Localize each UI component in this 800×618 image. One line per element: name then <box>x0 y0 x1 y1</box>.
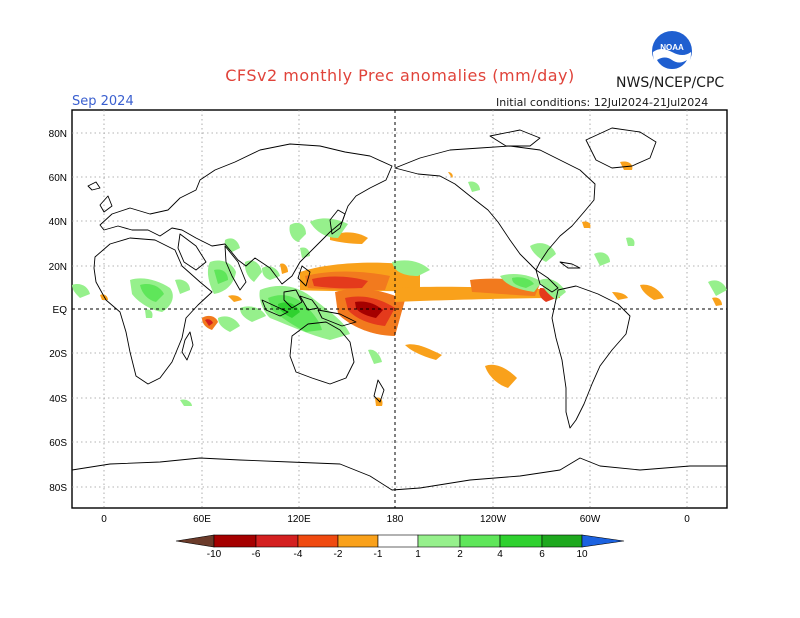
initial-conditions: Initial conditions: 12Jul2024-21Jul2024 <box>496 96 709 109</box>
lat-label: 80N <box>49 129 67 140</box>
colorbar-swatch <box>541 534 583 548</box>
colorbar-tick-label: 10 <box>576 549 588 560</box>
wet-anomaly-shading <box>72 181 727 406</box>
colorbar-swatch <box>459 534 501 548</box>
colorbar-tick-label: -4 <box>294 549 303 560</box>
colorbar-swatch <box>377 534 419 548</box>
lon-label: 0 <box>684 514 690 525</box>
colorbar-dry-arrow <box>175 534 215 548</box>
colorbar-swatch <box>337 534 379 548</box>
colorbar <box>175 534 625 548</box>
lat-label: 60N <box>49 173 67 184</box>
dry-anomaly-shading <box>100 161 722 406</box>
colorbar-swatch <box>417 534 461 548</box>
lat-label: 40N <box>49 217 67 228</box>
colorbar-tick-label: 4 <box>497 549 503 560</box>
colorbar-swatch <box>297 534 339 548</box>
coastlines <box>72 127 727 491</box>
lat-label: EQ <box>53 305 68 316</box>
colorbar-wet-arrow <box>581 534 625 548</box>
lat-label: 80S <box>49 483 67 494</box>
forecast-month: Sep 2024 <box>72 94 134 109</box>
lat-label: 20S <box>49 349 67 360</box>
noaa-logo-text: NOAA <box>660 43 684 52</box>
lat-label: 20N <box>49 262 67 273</box>
colorbar-tick-label: -2 <box>334 549 343 560</box>
noaa-logo: NOAA <box>652 31 692 72</box>
colorbar-tick-label: -6 <box>252 549 261 560</box>
colorbar-tick-label: 2 <box>457 549 463 560</box>
lon-label: 120W <box>480 514 507 525</box>
colorbar-swatch <box>255 534 299 548</box>
colorbar-tick-label: -1 <box>374 549 383 560</box>
lon-label: 180 <box>387 514 404 525</box>
colorbar-tick-label: 6 <box>539 549 545 560</box>
lat-label: 40S <box>49 394 67 405</box>
colorbar-tick-label: -10 <box>207 549 222 560</box>
chart-title: CFSv2 monthly Prec anomalies (mm/day) <box>225 66 575 85</box>
colorbar-swatch <box>499 534 543 548</box>
lon-label: 0 <box>101 514 107 525</box>
agency-label: NWS/NCEP/CPC <box>616 75 725 91</box>
lat-label: 60S <box>49 438 67 449</box>
colorbar-swatch <box>213 534 257 548</box>
lon-label: 60E <box>193 514 211 525</box>
colorbar-tick-label: 1 <box>415 549 421 560</box>
lon-label: 120E <box>287 514 311 525</box>
lon-label: 60W <box>580 514 601 525</box>
